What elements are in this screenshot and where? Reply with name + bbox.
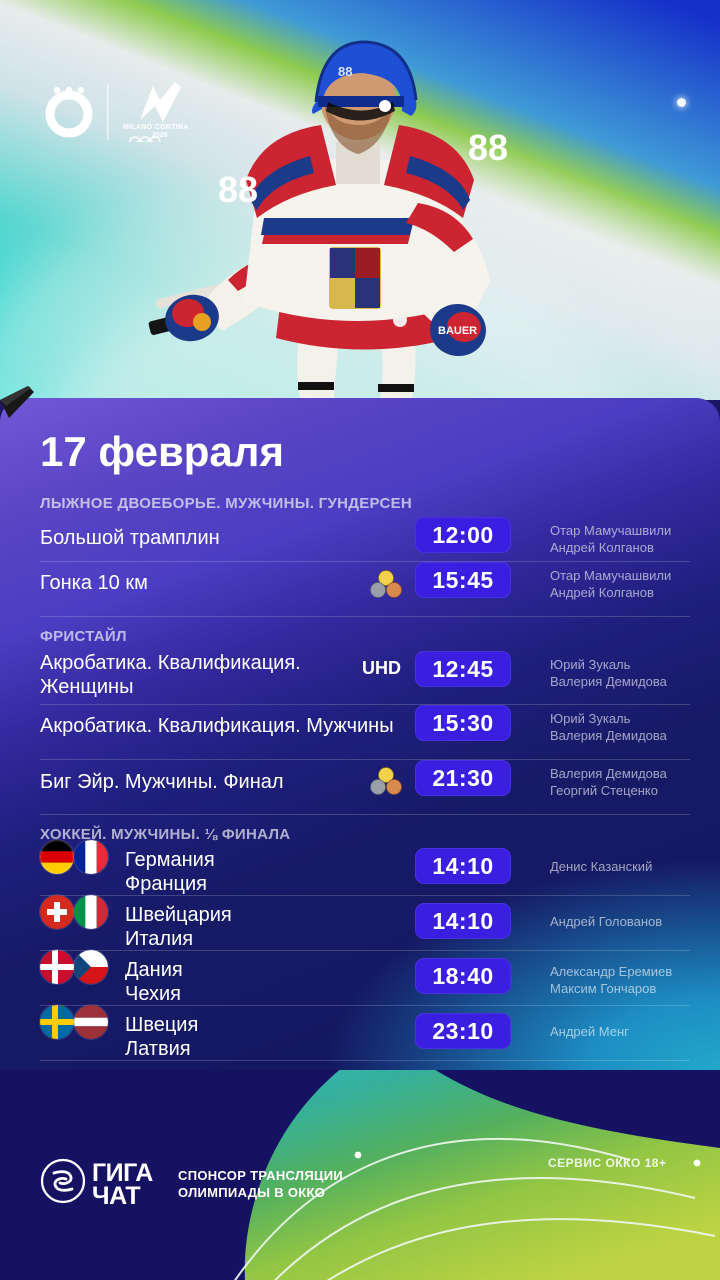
svg-text:88: 88 <box>468 127 508 168</box>
svg-text:88: 88 <box>218 169 258 210</box>
svg-text:88: 88 <box>338 64 352 79</box>
svg-text:BAUER: BAUER <box>438 325 477 337</box>
